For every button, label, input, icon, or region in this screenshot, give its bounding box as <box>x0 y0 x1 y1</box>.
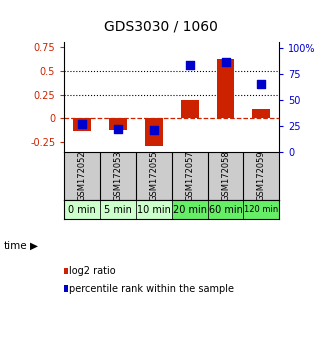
Text: 60 min: 60 min <box>209 205 242 215</box>
Bar <box>252 109 270 119</box>
Bar <box>208 200 243 219</box>
Text: percentile rank within the sample: percentile rank within the sample <box>69 284 234 293</box>
Text: GSM172052: GSM172052 <box>78 150 87 201</box>
Point <box>187 63 192 68</box>
Text: 0 min: 0 min <box>68 205 96 215</box>
Bar <box>100 200 136 219</box>
Text: 20 min: 20 min <box>173 205 207 215</box>
Text: GSM172058: GSM172058 <box>221 150 230 201</box>
Text: GSM172055: GSM172055 <box>149 150 158 201</box>
Text: GSM172053: GSM172053 <box>113 150 123 201</box>
Point <box>116 126 121 132</box>
Point <box>80 121 85 126</box>
Text: GSM172059: GSM172059 <box>257 150 266 201</box>
Text: 5 min: 5 min <box>104 205 132 215</box>
Bar <box>172 200 208 219</box>
Text: 10 min: 10 min <box>137 205 171 215</box>
Text: log2 ratio: log2 ratio <box>69 266 116 276</box>
Bar <box>64 200 100 219</box>
Bar <box>181 101 199 119</box>
Bar <box>243 200 279 219</box>
Text: GSM172057: GSM172057 <box>185 150 194 201</box>
Bar <box>217 59 234 119</box>
Text: 120 min: 120 min <box>244 205 279 214</box>
Bar <box>136 200 172 219</box>
Bar <box>109 119 127 130</box>
Point <box>151 127 156 133</box>
Point <box>223 59 228 65</box>
Text: GDS3030 / 1060: GDS3030 / 1060 <box>104 19 217 34</box>
Point <box>259 81 264 87</box>
Text: ▶: ▶ <box>30 241 38 251</box>
Bar <box>145 119 163 146</box>
Text: time: time <box>3 241 27 251</box>
Bar <box>73 119 91 131</box>
